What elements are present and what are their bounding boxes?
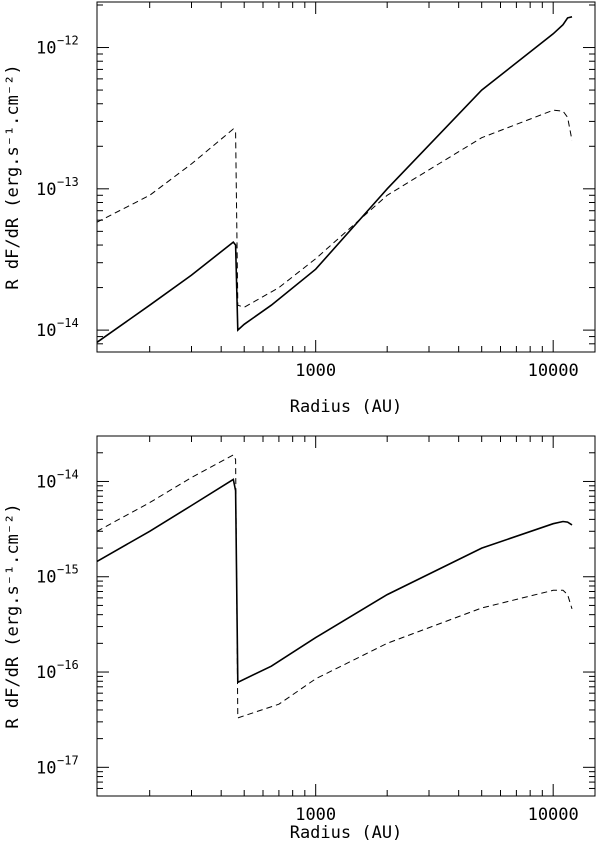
- y-tick-exponent: −16: [57, 658, 79, 672]
- y-tick-label: 10: [36, 472, 56, 492]
- y-tick-label: 10: [36, 39, 56, 59]
- plot-frame: [96, 1, 596, 353]
- y-axis-label: R dF/dR (erg.s⁻¹.cm⁻²): [3, 503, 23, 728]
- y-tick-exponent: −14: [57, 316, 79, 330]
- series-line-dashed: [96, 454, 573, 719]
- y-tick-exponent: −13: [57, 175, 79, 189]
- x-axis-label: Radius (AU): [290, 823, 403, 843]
- y-tick-label: 10: [36, 321, 56, 341]
- series-line-solid: [96, 16, 573, 343]
- y-tick-exponent: −15: [57, 563, 79, 577]
- y-tick-label: 10: [36, 180, 56, 200]
- series-line-solid: [96, 478, 573, 684]
- plot-frame: [96, 435, 596, 797]
- y-tick-label: 10: [36, 663, 56, 683]
- x-axis-label: Radius (AU): [290, 397, 403, 417]
- x-tick-label: 10000: [528, 361, 579, 381]
- y-tick-exponent: −12: [57, 34, 79, 48]
- y-tick-exponent: −17: [57, 753, 79, 767]
- y-tick-exponent: −14: [57, 467, 79, 481]
- x-tick-label: 10000: [528, 805, 579, 825]
- y-tick-label: 10: [36, 758, 56, 778]
- x-tick-label: 1000: [295, 361, 336, 381]
- y-axis-label: R dF/dR (erg.s⁻¹.cm⁻²): [3, 64, 23, 289]
- x-tick-label: 1000: [295, 805, 336, 825]
- y-tick-label: 10: [36, 568, 56, 588]
- series-line-dashed: [96, 109, 573, 308]
